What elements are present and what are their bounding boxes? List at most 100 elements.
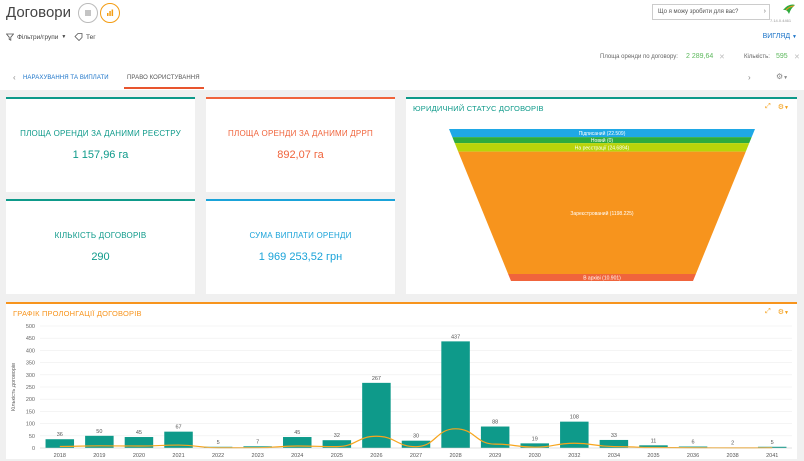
filters-label: Фільтри/групи xyxy=(17,34,58,41)
filters-button[interactable]: Фільтри/групи ▼ xyxy=(6,33,66,41)
bar-chart: 050100150200250300350400450500Кількість … xyxy=(6,304,797,461)
remove-count-summary-icon[interactable]: ✕ xyxy=(794,53,800,61)
view-button[interactable]: ВИГЛЯД ▼ xyxy=(763,33,797,40)
bar-value-label: 67 xyxy=(175,425,181,431)
tag-icon xyxy=(74,33,83,41)
bar-value-label: 88 xyxy=(492,420,498,426)
bar-chart-icon xyxy=(105,8,115,18)
bar-value-label: 5 xyxy=(217,440,220,446)
kpi-value: 892,07 га xyxy=(206,149,395,161)
area-summary-value: 2 289,64 xyxy=(686,53,713,60)
area-summary-label: Площа оренди по договору: xyxy=(600,54,678,60)
toolbar: Фільтри/групи ▼ Тег ВИГЛЯД ▼ xyxy=(0,26,804,48)
bar[interactable] xyxy=(441,341,469,448)
x-tick-label: 2026 xyxy=(370,453,382,459)
kpi-title: КІЛЬКІСТЬ ДОГОВОРІВ xyxy=(6,231,195,240)
y-tick-label: 150 xyxy=(26,409,35,415)
y-tick-label: 200 xyxy=(26,397,35,403)
y-tick-label: 250 xyxy=(26,385,35,391)
bar-value-label: 33 xyxy=(611,433,617,439)
list-icon xyxy=(83,8,93,18)
bar-value-label: 45 xyxy=(136,430,142,436)
x-tick-label: 2027 xyxy=(410,453,422,459)
tag-button[interactable]: Тег xyxy=(74,33,96,41)
bar-value-label: 267 xyxy=(372,376,381,382)
command-search-input[interactable]: Що я можу зробити для вас? › xyxy=(652,4,770,20)
tab-scroll-left-icon[interactable]: ‹ xyxy=(13,73,16,82)
caret-down-icon: ▼ xyxy=(792,34,797,40)
top-bar: Договори Що я можу зробити для вас? › 7.… xyxy=(0,0,804,26)
bar-value-label: 2 xyxy=(731,441,734,447)
bar-value-label: 7 xyxy=(256,439,259,445)
x-tick-label: 2020 xyxy=(133,453,145,459)
y-tick-label: 500 xyxy=(26,324,35,330)
kpi-title: ПЛОЩА ОРЕНДИ ЗА ДАНИМИ РЕЄСТРУ xyxy=(6,129,195,138)
version-label: 7.14.0.4461 xyxy=(770,18,791,23)
x-tick-label: 2019 xyxy=(93,453,105,459)
bar-value-label: 437 xyxy=(451,334,460,340)
legal-status-panel: ЮРИДИЧНИЙ СТАТУС ДОГОВОРІВ ⤢ ⚙▼ Підписан… xyxy=(406,97,797,294)
x-tick-label: 2023 xyxy=(252,453,264,459)
kpi-value: 1 969 253,52 грн xyxy=(206,251,395,263)
bar-value-label: 45 xyxy=(294,430,300,436)
funnel-segment-label: Підписаний (22.509) xyxy=(579,130,626,137)
x-tick-label: 2024 xyxy=(291,453,303,459)
x-tick-label: 2022 xyxy=(212,453,224,459)
funnel-segment-label: Новий (0) xyxy=(591,137,613,144)
bar-value-label: 19 xyxy=(532,436,538,442)
bar-value-label: 36 xyxy=(57,432,63,438)
active-tab-indicator xyxy=(124,87,204,89)
y-tick-label: 50 xyxy=(29,434,35,440)
page-title: Договори xyxy=(6,4,71,21)
count-summary-value: 595 xyxy=(776,53,788,60)
y-tick-label: 450 xyxy=(26,336,35,342)
tab-bar: ‹ НАРАХУВАННЯ ТА ВИПЛАТИ ПРАВО КОРИСТУВА… xyxy=(0,66,804,90)
bar-value-label: 108 xyxy=(570,415,579,421)
y-tick-label: 300 xyxy=(26,373,35,379)
settings-icon[interactable]: ⚙▼ xyxy=(776,72,788,81)
y-tick-label: 100 xyxy=(26,422,35,428)
chevron-right-icon: › xyxy=(764,8,766,15)
kpi-title: ПЛОЩА ОРЕНДИ ЗА ДАНИМИ ДРРП xyxy=(206,129,395,138)
search-placeholder: Що я можу зробити для вас? xyxy=(658,9,738,15)
remove-area-summary-icon[interactable]: ✕ xyxy=(719,53,725,61)
bar-value-label: 50 xyxy=(96,429,102,435)
x-tick-label: 2030 xyxy=(529,453,541,459)
bar-value-label: 11 xyxy=(651,438,657,444)
x-tick-label: 2018 xyxy=(54,453,66,459)
x-tick-label: 2021 xyxy=(172,453,184,459)
logo-icon xyxy=(782,2,796,16)
list-view-button[interactable] xyxy=(78,3,98,23)
tab-scroll-right-icon[interactable]: › xyxy=(748,73,751,82)
tag-label: Тег xyxy=(86,34,96,41)
caret-down-icon: ▼ xyxy=(61,34,66,40)
bar[interactable] xyxy=(362,383,390,448)
funnel-segment-label: В архіві (10.901) xyxy=(583,275,621,281)
kpi-title: СУМА ВИПЛАТИ ОРЕНДИ xyxy=(206,231,395,240)
bar-value-label: 5 xyxy=(771,440,774,446)
x-tick-label: 2034 xyxy=(608,453,620,459)
funnel-segment-label: Зареєстрований (1198.225) xyxy=(570,210,634,217)
kpi-card-contract-count: КІЛЬКІСТЬ ДОГОВОРІВ 290 xyxy=(6,199,195,294)
view-label: ВИГЛЯД xyxy=(763,33,791,40)
y-axis-label: Кількість договорів xyxy=(11,363,17,411)
x-tick-label: 2036 xyxy=(687,453,699,459)
bar-value-label: 30 xyxy=(413,434,419,440)
funnel-segment-label: На реєстрації (24.6894) xyxy=(575,145,630,151)
x-tick-label: 2028 xyxy=(449,453,461,459)
kpi-card-registry-area: ПЛОЩА ОРЕНДИ ЗА ДАНИМИ РЕЄСТРУ 1 157,96 … xyxy=(6,97,195,192)
x-tick-label: 2029 xyxy=(489,453,501,459)
tab-usage-right[interactable]: ПРАВО КОРИСТУВАННЯ xyxy=(127,75,200,81)
kpi-value: 1 157,96 га xyxy=(6,149,195,161)
summary-bar: Площа оренди по договору: 2 289,64 ✕ Кіл… xyxy=(0,48,804,66)
y-tick-label: 350 xyxy=(26,361,35,367)
x-tick-label: 2032 xyxy=(568,453,580,459)
tab-accruals-payments[interactable]: НАРАХУВАННЯ ТА ВИПЛАТИ xyxy=(23,75,109,81)
kpi-card-rent-payments: СУМА ВИПЛАТИ ОРЕНДИ 1 969 253,52 грн xyxy=(206,199,395,294)
kpi-value: 290 xyxy=(6,251,195,263)
x-tick-label: 2038 xyxy=(727,453,739,459)
analytics-view-button[interactable] xyxy=(100,3,120,23)
x-tick-label: 2035 xyxy=(647,453,659,459)
y-tick-label: 0 xyxy=(32,446,35,452)
x-tick-label: 2041 xyxy=(766,453,778,459)
